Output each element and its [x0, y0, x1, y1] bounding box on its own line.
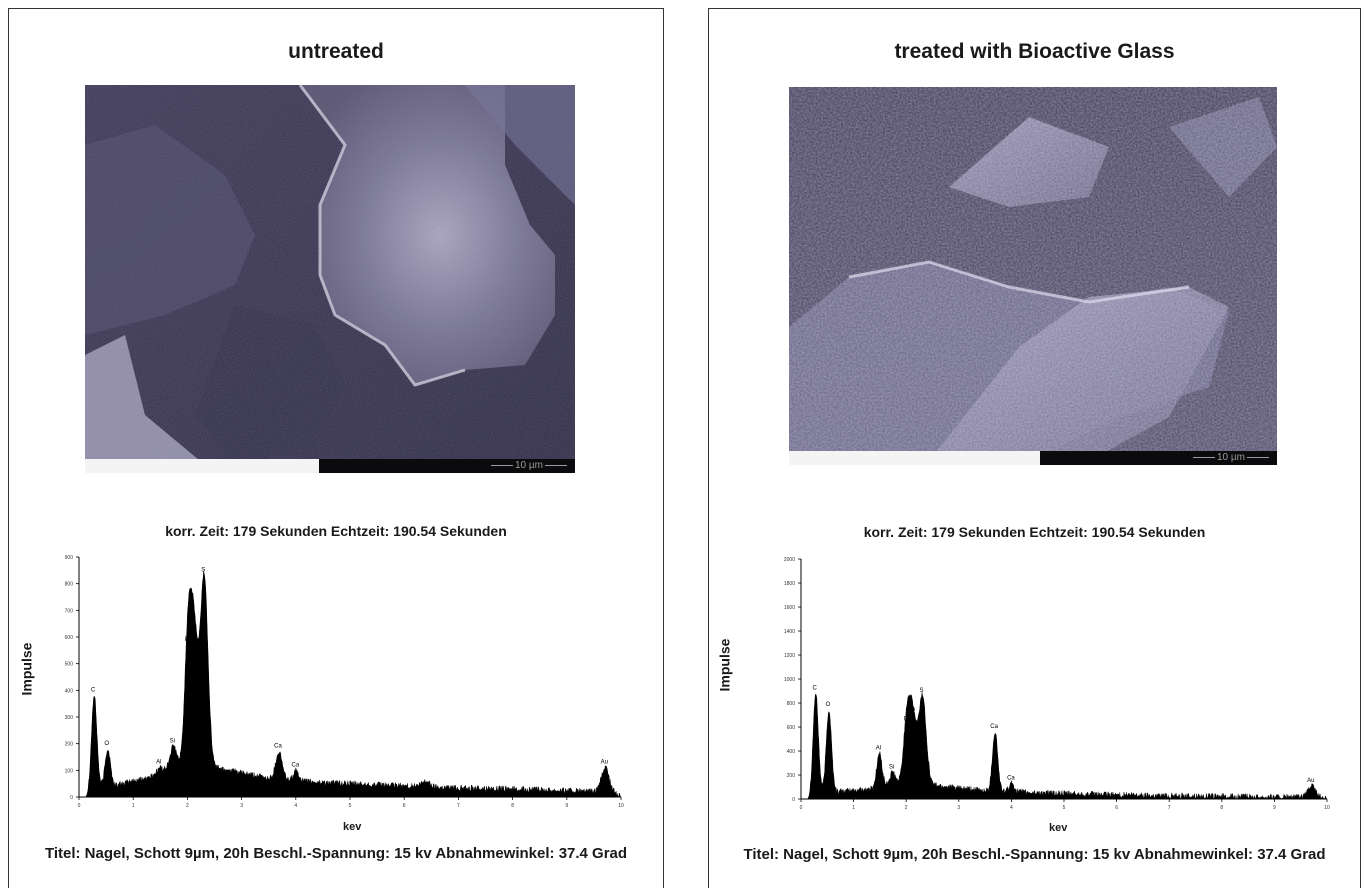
spectrum-svg: 0 100 200 300 400 500 600 700 800 900 0 1 2 3 4 5 6 7 8 9 10…: [65, 555, 624, 809]
x-tick-label: 2: [905, 805, 908, 811]
x-tick-label: 8: [511, 803, 514, 809]
y-tick-label: 800: [65, 582, 74, 588]
peak-label: S: [201, 568, 205, 574]
peak-label: O: [826, 702, 831, 708]
y-tick-label: 2000: [784, 557, 795, 563]
y-tick-label: 700: [65, 608, 74, 614]
y-tick-label: 500: [65, 662, 74, 668]
spectrum-area: [85, 570, 621, 798]
x-tick-label: 1: [132, 803, 135, 809]
y-tick-label: 200: [65, 742, 74, 748]
sem-image-untreated: [85, 85, 575, 465]
panel-treated: treated with Bioactive Glass: [708, 8, 1361, 888]
eds-spectrum-treated: 0 200 400 600 800 1000 1200 1400 1600 1800 2000 0 1 2…: [759, 549, 1334, 819]
peak-label: C: [813, 685, 818, 691]
y-tick-label: 200: [787, 773, 796, 779]
scale-bar-label: 10 µm: [1193, 451, 1269, 465]
x-tick-label: 4: [294, 803, 297, 809]
time-caption: korr. Zeit: 179 Sekunden Echtzeit: 190.5…: [165, 523, 507, 539]
y-tick-label: 100: [65, 768, 74, 774]
panel-untreated: untreated: [8, 8, 664, 888]
x-tick-label: 9: [1273, 805, 1276, 811]
y-tick-label: 1200: [784, 653, 795, 659]
y-tick-label: 900: [65, 555, 74, 561]
peak-label: Ca: [292, 762, 300, 768]
x-tick-label: 3: [240, 803, 243, 809]
panel-title: treated with Bioactive Glass: [894, 40, 1175, 63]
scale-bar: 10 µm: [85, 459, 575, 473]
y-tick-label: 1400: [784, 629, 795, 635]
y-axis-label: Impulse: [716, 638, 733, 692]
x-tick-label: 0: [800, 805, 803, 811]
x-tick-label: 6: [403, 803, 406, 809]
y-tick-label: 300: [65, 715, 74, 721]
peak-label: Al: [156, 760, 161, 766]
peak-label: O: [104, 741, 109, 747]
peak-label: Al: [876, 745, 881, 751]
y-tick-label: 800: [787, 701, 796, 707]
y-tick-label: 600: [787, 725, 796, 731]
x-tick-label: 8: [1220, 805, 1223, 811]
x-tick-label: 10: [618, 803, 624, 809]
peak-label: Ca: [990, 724, 998, 730]
peak-label: Si: [889, 765, 894, 771]
y-tick-label: 400: [65, 688, 74, 694]
peak-label: S: [919, 688, 923, 694]
x-axis-label: kev: [1049, 822, 1068, 834]
sem-image-treated: [789, 87, 1277, 461]
spectrum-svg: 0 200 400 600 800 1000 1200 1400 1600 1800 2000 0 1 2…: [784, 557, 1330, 811]
scale-bar-label: 10 µm: [491, 459, 567, 473]
footer-caption: Titel: Nagel, Schott 9µm, 20h Beschl.-Sp…: [743, 846, 1326, 863]
peak-label: Si: [170, 738, 175, 744]
x-tick-label: 7: [457, 803, 460, 809]
scale-bar: 10 µm: [789, 451, 1277, 465]
x-tick-label: 7: [1168, 805, 1171, 811]
y-tick-label: 1800: [784, 581, 795, 587]
footer-caption: Titel: Nagel, Schott 9µm, 20h Beschl.-Sp…: [44, 845, 628, 862]
x-tick-label: 4: [1010, 805, 1013, 811]
peak-label: Au: [1307, 778, 1314, 784]
peak-label: Au: [189, 624, 196, 630]
spectrum-area: [807, 692, 1327, 800]
y-tick-label: 1000: [784, 677, 795, 683]
peak-label: P: [185, 637, 189, 643]
peak-label: Ca: [274, 744, 282, 750]
eds-spectrum-untreated: 0 100 200 300 400 500 600 700 800 900 0 1 2 3 4 5 6 7 8 9 10…: [59, 549, 629, 819]
y-tick-label: 400: [787, 749, 796, 755]
x-tick-label: 1: [852, 805, 855, 811]
y-tick-label: 1600: [784, 605, 795, 611]
x-tick-label: 2: [186, 803, 189, 809]
y-tick-label: 0: [70, 795, 73, 801]
x-tick-label: 3: [957, 805, 960, 811]
time-caption: korr. Zeit: 179 Sekunden Echtzeit: 190.5…: [863, 524, 1206, 540]
peak-label: Au: [601, 760, 608, 766]
x-tick-label: 0: [78, 803, 81, 809]
x-tick-label: 5: [349, 803, 352, 809]
y-tick-label: 0: [792, 797, 795, 803]
panel-title: untreated: [288, 40, 384, 63]
peak-label: Ca: [1007, 775, 1015, 781]
x-tick-label: 5: [1063, 805, 1066, 811]
x-axis-label: kev: [343, 821, 362, 833]
peak-label: Au: [908, 707, 915, 713]
x-tick-label: 9: [565, 803, 568, 809]
x-tick-label: 6: [1115, 805, 1118, 811]
y-axis-label: Impulse: [18, 642, 35, 696]
peak-label: P: [904, 717, 908, 723]
y-tick-label: 600: [65, 635, 74, 641]
x-tick-label: 10: [1324, 805, 1330, 811]
peak-label: C: [91, 688, 96, 694]
